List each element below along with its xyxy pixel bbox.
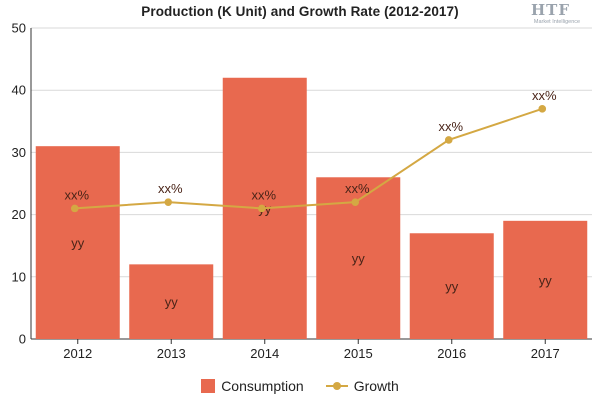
growth-data-label: xx% [251,187,276,202]
x-tick-label: 2016 [437,346,466,361]
legend-item-consumption[interactable]: Consumption [201,378,304,394]
bar-data-label: yy [539,273,553,288]
x-tick-label: 2013 [157,346,186,361]
growth-point [351,198,360,206]
growth-data-label: xx% [532,88,557,103]
legend-swatch-growth [325,379,348,393]
htf-logo: HTF Market Intelligence [527,0,587,30]
growth-data-label: xx% [438,119,463,134]
legend-label-consumption: Consumption [221,378,304,394]
x-tick-label: 2014 [250,346,279,361]
bar-consumption [129,264,214,339]
bar-data-label: yy [165,295,179,310]
growth-point [444,136,453,144]
growth-line [74,107,543,210]
y-tick-label: 30 [12,145,26,160]
y-tick-label: 0 [19,332,26,347]
logo-text: HTF [531,1,570,19]
logo-subtext: Market Intelligence [533,19,581,25]
y-tick-label: 40 [12,83,26,98]
bar-data-label: yy [445,279,459,294]
bar-data-label: yy [71,236,85,251]
x-tick-label: 2012 [63,346,92,361]
growth-data-label: xx% [64,187,89,202]
y-tick-label: 10 [12,269,26,284]
x-tick-label: 2015 [344,346,373,361]
y-tick-label: 20 [12,207,26,222]
legend: Consumption Growth [0,378,600,394]
bar-consumption [409,233,494,339]
bar-data-label: yy [352,251,366,266]
growth-data-label: xx% [158,181,183,196]
legend-item-growth[interactable]: Growth [325,378,399,394]
legend-swatch-consumption [201,379,216,393]
legend-label-growth: Growth [353,378,399,394]
bar-consumption [35,146,120,339]
growth-point [538,105,547,113]
bar-consumption [503,220,588,339]
growth-point [257,204,266,213]
growth-point [70,204,79,213]
growth-data-label: xx% [345,181,370,196]
growth-point [164,198,173,206]
x-tick-label: 2017 [531,346,560,361]
y-tick-label: 50 [12,21,26,36]
chart-title: Production (K Unit) and Growth Rate (201… [141,4,459,19]
